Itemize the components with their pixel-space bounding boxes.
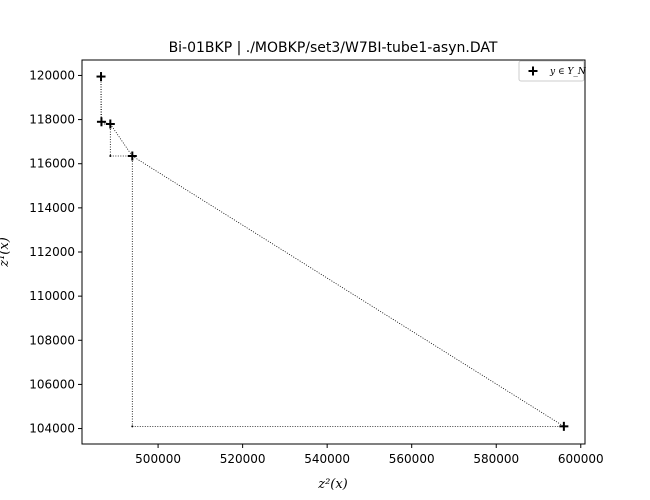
- y-axis: 104000 106000 108000 110000 112000 114000 1160…: [29, 68, 82, 436]
- x-tick-label: 500000: [135, 452, 181, 466]
- legend: y ∈ Y_N: [518, 60, 587, 82]
- data-point: [127, 151, 137, 161]
- legend-entry: y ∈ Y_N: [549, 67, 587, 77]
- y-tick-label: 110000: [29, 289, 75, 303]
- x-tick-label: 540000: [304, 452, 350, 466]
- data-point: [559, 421, 569, 431]
- y-tick-label: 114000: [29, 201, 75, 215]
- data-point: [105, 119, 115, 129]
- corner-dot: [131, 425, 134, 428]
- x-tick-label: 520000: [220, 452, 266, 466]
- legend-box: [518, 60, 585, 82]
- y-axis-label: z¹(x): [0, 237, 12, 268]
- x-tick-label: 580000: [473, 452, 519, 466]
- y-tick-label: 106000: [29, 377, 75, 391]
- y-tick-label: 118000: [29, 113, 75, 127]
- corner-dot: [109, 155, 112, 157]
- y-tick-label: 112000: [29, 245, 75, 259]
- connecting-line: [109, 123, 133, 157]
- data-point: [96, 117, 106, 127]
- y-tick-label: 104000: [29, 422, 75, 436]
- legend-marker-icon: [528, 66, 538, 76]
- staircase-lines: [100, 76, 565, 428]
- x-tick-label: 600000: [558, 452, 604, 466]
- data-point: [96, 72, 106, 82]
- x-tick-label: 560000: [389, 452, 435, 466]
- data-points: [96, 72, 569, 431]
- x-axis: 500000 520000 540000 560000 580000 600000: [135, 444, 604, 466]
- y-tick-label: 116000: [29, 157, 75, 171]
- connecting-line: [132, 155, 565, 427]
- y-tick-label: 120000: [29, 68, 75, 82]
- x-axis-label: z²(x): [317, 477, 348, 492]
- y-tick-label: 108000: [29, 333, 75, 347]
- chart-title: Bi-01BKP | ./MOBKP/set3/W7BI-tube1-asyn.…: [169, 40, 498, 56]
- plot-frame: [81, 59, 586, 445]
